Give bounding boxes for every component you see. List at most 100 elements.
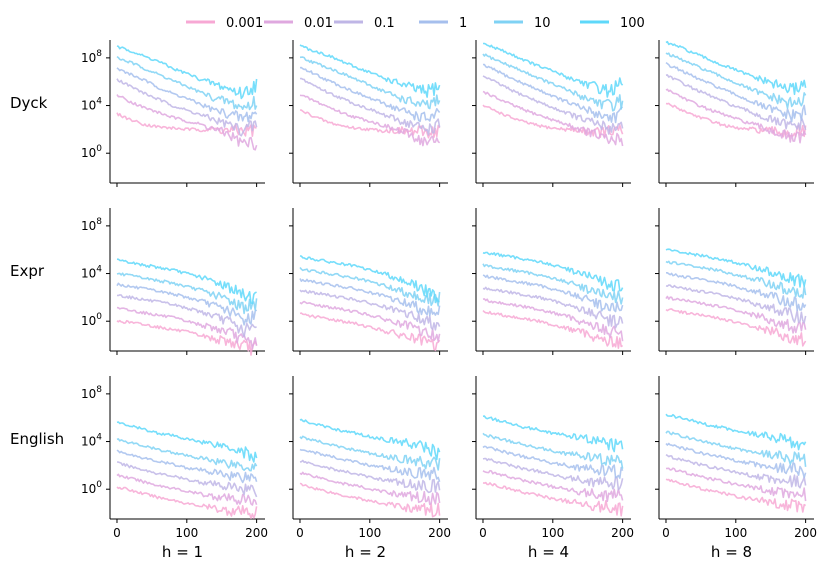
x-tick-label: 0 <box>113 526 121 540</box>
series-line-1 <box>116 67 258 123</box>
x-tick-label: 200 <box>794 526 817 540</box>
series-line-0-01 <box>116 473 258 506</box>
series-line-10 <box>482 263 624 305</box>
x-tick-label: 100 <box>541 526 564 540</box>
series-line-0-01 <box>299 471 441 506</box>
series-line-1 <box>116 282 258 326</box>
series-line-10 <box>665 260 807 299</box>
series-line-0-001 <box>116 486 258 520</box>
series-line-10 <box>116 272 258 315</box>
panel-dyck-h-4 <box>472 40 631 187</box>
series-line-100 <box>482 415 624 453</box>
series-line-0-01 <box>116 306 258 350</box>
x-tick-label: 200 <box>611 526 634 540</box>
legend-label-0-01: 0.01 <box>304 16 333 31</box>
panel-expr-h-1: 100 104 108 <box>81 208 265 356</box>
series-line-1 <box>665 61 807 123</box>
series-line-1 <box>482 63 623 124</box>
row-label-dyck: Dyck <box>10 94 48 112</box>
panel-english-h-8: 0 100 200 <box>655 376 817 540</box>
legend-label-100: 100 <box>620 16 645 31</box>
y-tick-exponent: 4 <box>96 433 102 443</box>
series-line-0-1 <box>482 75 624 135</box>
x-tick-label: 100 <box>358 526 381 540</box>
series-line-100 <box>116 421 258 463</box>
x-tick-label: 0 <box>479 526 487 540</box>
series-line-0-001 <box>482 104 624 138</box>
series-line-10 <box>482 53 624 112</box>
series-line-0-1 <box>299 459 441 494</box>
series-line-0-01 <box>482 298 624 342</box>
y-tick-label: 104 <box>81 97 102 113</box>
series-line-1 <box>482 445 624 479</box>
series-line-0-1 <box>299 289 441 331</box>
series-line-100 <box>665 248 807 288</box>
y-tick-label: 108 <box>81 49 102 65</box>
series-line-0-001 <box>299 109 441 139</box>
series-line-10 <box>299 435 441 471</box>
row-label-expr: Expr <box>10 262 45 280</box>
legend-label-10: 10 <box>534 16 551 31</box>
series-line-0-001 <box>665 308 807 347</box>
series-line-0-001 <box>299 312 441 352</box>
series-line-1 <box>116 449 258 484</box>
series-line-100 <box>299 44 441 98</box>
series-line-1 <box>299 66 441 123</box>
y-tick-exponent: 8 <box>96 385 102 395</box>
y-tick-exponent: 4 <box>96 265 102 275</box>
series-line-10 <box>116 438 258 472</box>
y-tick-exponent: 0 <box>96 480 102 490</box>
series-line-0-01 <box>665 295 807 334</box>
series-line-100 <box>483 42 624 98</box>
series-line-0-1 <box>482 286 624 329</box>
column-label-h-8: h = 8 <box>711 543 752 561</box>
series-line-0-1 <box>299 77 441 136</box>
series-line-0-1 <box>665 74 807 131</box>
series-line-0-1 <box>665 284 807 324</box>
series-line-0-01 <box>299 94 441 147</box>
legend-label-1: 1 <box>459 16 467 31</box>
series-line-10 <box>665 430 807 467</box>
series-line-0-1 <box>482 457 624 491</box>
series-line-1 <box>665 442 807 479</box>
x-tick-label: 0 <box>296 526 304 540</box>
y-tick-exponent: 4 <box>96 97 102 107</box>
series-line-100 <box>299 418 441 461</box>
series-line-0-01 <box>482 90 624 147</box>
panel-dyck-h-1: 100 104 108 <box>81 40 265 187</box>
y-tick-label: 100 <box>81 480 102 496</box>
series-line-0-001 <box>482 310 624 350</box>
x-tick-label: 200 <box>245 526 268 540</box>
row-label-english: English <box>10 430 64 448</box>
y-tick-label: 108 <box>81 217 102 233</box>
series-line-0-001 <box>299 482 441 518</box>
series-line-100 <box>116 45 258 100</box>
series-line-0-01 <box>482 469 624 503</box>
series-line-100 <box>116 258 257 305</box>
y-tick-label: 104 <box>81 265 102 281</box>
x-tick-label: 100 <box>724 526 747 540</box>
y-tick-label: 100 <box>81 144 102 160</box>
series-line-100 <box>665 413 807 451</box>
series-line-0-1 <box>116 294 257 338</box>
series-line-0-1 <box>116 461 258 498</box>
series-line-0-1 <box>665 454 807 489</box>
series-line-10 <box>482 432 624 469</box>
series-line-1 <box>482 274 624 313</box>
panel-english-h-4: 0 100 200 <box>472 376 634 540</box>
y-tick-exponent: 0 <box>96 312 102 322</box>
panel-expr-h-2 <box>289 208 448 355</box>
series-line-10 <box>665 52 807 109</box>
legend-label-0-001: 0.001 <box>226 16 263 31</box>
y-tick-exponent: 8 <box>96 217 102 227</box>
series-line-0-001 <box>665 478 807 513</box>
series-line-0-01 <box>665 88 807 144</box>
series-line-0-01 <box>116 94 258 151</box>
y-tick-label: 100 <box>81 312 102 328</box>
series-line-1 <box>666 271 807 312</box>
series-line-10 <box>299 56 441 110</box>
x-tick-label: 100 <box>175 526 198 540</box>
column-label-h-2: h = 2 <box>345 543 386 561</box>
column-label-h-4: h = 4 <box>528 543 569 561</box>
series-line-100 <box>299 255 440 304</box>
